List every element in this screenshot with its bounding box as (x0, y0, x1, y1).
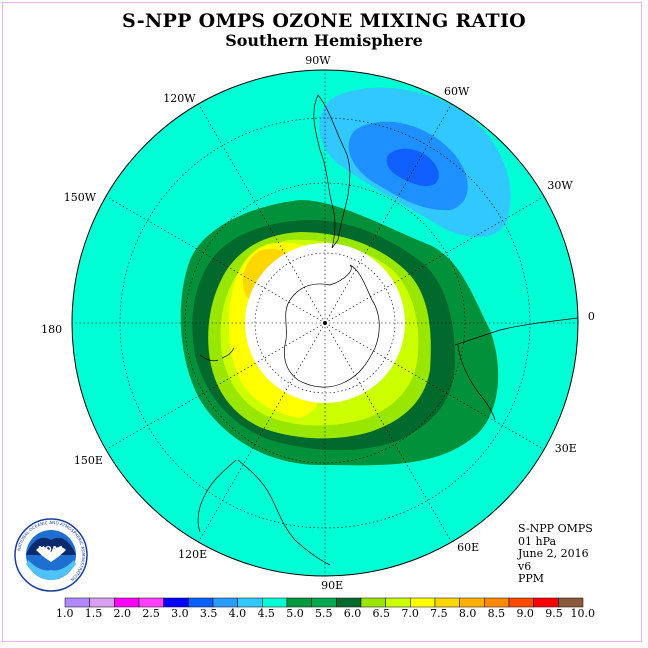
colorbar-tick-label: 8.5 (487, 607, 506, 620)
colorbar-swatch (311, 597, 337, 608)
new-zealand-coastline (199, 347, 235, 362)
longitude-label: 150W (63, 191, 97, 204)
colorbar-swatch (163, 597, 189, 608)
colorbar-swatch (508, 597, 534, 608)
colorbar-swatch (434, 597, 460, 608)
longitude-label: 30E (554, 441, 577, 455)
info-block: S-NPP OMPS 01 hPa June 2, 2016 v6 PPM (518, 522, 593, 586)
colorbar-tick-label: 6.5 (372, 607, 391, 620)
info-version: v6 (518, 559, 532, 573)
logo-text: NOAA (38, 545, 64, 554)
colorbar-swatch (533, 597, 559, 608)
colorbar-tick-label: 7.0 (401, 607, 419, 620)
south-pole-marker (323, 321, 327, 325)
latitude-circle (254, 252, 396, 394)
colorbar-swatch (558, 597, 584, 608)
south-america-coastline (313, 94, 351, 249)
colorbar-swatch (114, 597, 140, 608)
colorbar-swatch (484, 597, 510, 608)
colorbar-tick-label: 1.5 (84, 607, 103, 620)
colorbar-swatch (212, 597, 238, 608)
africa-coastline (454, 317, 579, 421)
longitude-label: 90E (321, 579, 344, 593)
longitude-label: 120E (178, 547, 208, 561)
figure-title: S-NPP OMPS OZONE MIXING RATIO (121, 10, 527, 32)
colorbar-swatch (459, 597, 485, 608)
colorbar-tick-label: 2.5 (142, 607, 160, 620)
info-date: June 2, 2016 (518, 547, 589, 561)
australia-coastline (197, 459, 331, 566)
info-instrument: S-NPP OMPS (518, 522, 593, 535)
coastlines (197, 94, 579, 566)
colorbar-swatch (64, 597, 90, 608)
ozone-field (180, 87, 511, 466)
info-level: 01 hPa (518, 534, 557, 548)
antarctica-coastline (284, 264, 380, 388)
longitude-label: 60W (443, 85, 470, 99)
longitude-label: 90W (305, 53, 331, 67)
info-units: PPM (518, 572, 545, 586)
graticule (72, 70, 578, 576)
longitude-label: 30W (547, 179, 573, 193)
colorbar-tick-label: 9.5 (545, 607, 563, 620)
contour-blue-dark (386, 148, 439, 187)
colorbar-tick-label: 5.5 (315, 607, 333, 620)
map-border (71, 69, 579, 577)
colorbar-swatch (237, 597, 263, 608)
colorbar-tick-label: 1.0 (56, 607, 74, 620)
figure-subtitle: Southern Hemisphere (225, 31, 423, 50)
colorbar-swatch (89, 597, 115, 608)
colorbar-swatch (410, 597, 436, 608)
colorbar-tick-label: 8.0 (458, 607, 477, 620)
colorbar-swatch (262, 597, 288, 608)
colorbar-tick-label: 3.0 (171, 607, 189, 620)
colorbar-swatch (138, 597, 164, 608)
longitude-label: 180 (41, 323, 63, 337)
longitude-label: 0 (587, 309, 595, 323)
longitude-label: 150E (73, 453, 103, 467)
longitude-label: 60E (457, 540, 480, 554)
colorbar-tick-label: 7.5 (430, 607, 448, 620)
colorbar-swatch (286, 597, 312, 608)
colorbar-swatch (360, 597, 386, 608)
longitude-label: 120W (163, 92, 196, 106)
noaa-logo: NOAA NATIONAL OCEANIC AND ATMOSPHERIC AD… (14, 518, 88, 592)
colorbar-swatch (385, 597, 411, 608)
colorbar-tick-label: 4.5 (257, 607, 275, 620)
colorbar-tick-label: 6.0 (343, 607, 362, 620)
figure-frame (2, 2, 642, 642)
colorbar-tick-label: 9.0 (516, 607, 534, 620)
colorbar-tick-label: 4.0 (228, 607, 247, 620)
colorbar-tick-label: 3.5 (199, 607, 218, 620)
colorbar-swatch (336, 597, 362, 608)
colorbar-tick-label: 10.0 (570, 607, 596, 620)
colorbar-swatch (188, 597, 214, 608)
colorbar-tick-label: 2.0 (113, 607, 132, 620)
colorbar-tick-label: 5.0 (286, 607, 304, 620)
